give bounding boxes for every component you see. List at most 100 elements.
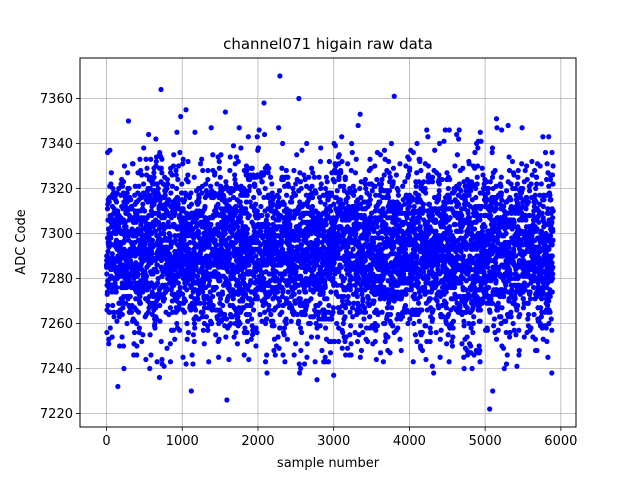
data-point bbox=[208, 125, 214, 131]
data-point bbox=[434, 298, 440, 304]
data-point bbox=[206, 282, 212, 288]
data-point bbox=[387, 311, 394, 318]
data-point bbox=[205, 176, 211, 183]
data-point bbox=[199, 264, 206, 270]
data-point bbox=[297, 365, 304, 372]
data-point bbox=[364, 237, 370, 243]
data-point bbox=[213, 284, 219, 291]
data-point bbox=[130, 161, 136, 167]
data-point bbox=[350, 246, 356, 252]
data-point bbox=[161, 215, 167, 221]
data-point bbox=[317, 158, 324, 165]
data-point bbox=[328, 208, 334, 214]
data-point bbox=[194, 273, 201, 279]
data-point bbox=[140, 332, 146, 338]
data-point bbox=[164, 345, 170, 351]
data-point bbox=[133, 296, 139, 302]
data-point bbox=[422, 284, 428, 291]
data-point bbox=[322, 284, 328, 291]
data-point bbox=[471, 314, 477, 320]
data-point bbox=[470, 329, 476, 336]
data-point bbox=[152, 320, 158, 327]
data-point bbox=[331, 179, 337, 185]
data-point bbox=[298, 329, 305, 336]
data-point bbox=[127, 271, 133, 277]
data-point bbox=[456, 181, 462, 187]
data-point bbox=[354, 293, 360, 300]
data-point bbox=[151, 174, 157, 180]
data-point bbox=[256, 127, 262, 133]
data-point bbox=[466, 192, 472, 198]
data-point bbox=[320, 289, 326, 295]
data-point bbox=[175, 176, 181, 183]
data-point bbox=[342, 174, 348, 180]
data-point bbox=[280, 287, 286, 293]
data-point bbox=[227, 154, 233, 160]
data-point bbox=[309, 183, 315, 189]
data-point bbox=[231, 334, 237, 340]
data-point bbox=[127, 293, 133, 300]
data-point bbox=[141, 192, 147, 198]
data-point bbox=[227, 255, 233, 261]
data-point bbox=[258, 228, 264, 234]
data-point bbox=[332, 143, 339, 149]
data-point bbox=[380, 359, 387, 365]
data-point bbox=[390, 323, 396, 329]
data-point bbox=[309, 203, 316, 210]
data-point bbox=[315, 334, 321, 340]
data-point bbox=[459, 341, 465, 347]
data-point bbox=[223, 334, 229, 340]
data-point bbox=[307, 320, 313, 327]
data-point bbox=[430, 316, 436, 322]
data-point bbox=[155, 185, 161, 192]
data-point bbox=[312, 359, 318, 365]
data-point bbox=[346, 300, 352, 306]
data-point bbox=[450, 318, 457, 324]
data-point bbox=[377, 350, 384, 356]
data-point bbox=[124, 320, 130, 327]
data-point bbox=[280, 352, 286, 358]
data-point bbox=[131, 329, 138, 336]
data-point bbox=[291, 352, 297, 358]
data-point bbox=[454, 152, 461, 158]
data-point bbox=[110, 302, 116, 309]
data-point bbox=[310, 194, 316, 201]
data-point bbox=[345, 194, 351, 201]
data-point bbox=[223, 179, 229, 185]
data-point bbox=[185, 329, 192, 336]
data-point bbox=[366, 201, 373, 207]
data-point bbox=[436, 188, 442, 194]
data-point bbox=[216, 165, 222, 171]
data-point bbox=[196, 194, 202, 201]
data-point bbox=[249, 332, 256, 338]
data-point bbox=[200, 167, 206, 174]
data-point bbox=[208, 183, 214, 189]
data-point bbox=[191, 273, 197, 279]
data-point bbox=[230, 143, 237, 149]
data-point bbox=[436, 140, 443, 147]
data-point bbox=[203, 188, 209, 194]
data-point bbox=[237, 215, 244, 221]
data-point bbox=[276, 298, 283, 304]
data-point bbox=[164, 176, 170, 183]
data-point bbox=[176, 327, 183, 333]
data-point bbox=[212, 237, 218, 243]
data-point bbox=[265, 170, 271, 176]
data-point bbox=[412, 332, 418, 338]
data-point bbox=[190, 332, 196, 338]
data-point bbox=[188, 201, 195, 207]
data-point bbox=[372, 338, 378, 345]
data-point bbox=[254, 329, 260, 336]
data-point bbox=[407, 316, 413, 322]
data-point bbox=[248, 316, 255, 322]
data-point bbox=[304, 302, 310, 309]
data-point bbox=[383, 221, 389, 228]
data-point bbox=[404, 215, 410, 221]
data-point bbox=[322, 278, 328, 284]
data-point bbox=[147, 332, 153, 338]
data-point bbox=[222, 311, 228, 318]
data-point bbox=[397, 336, 403, 342]
data-point bbox=[122, 237, 128, 243]
data-point bbox=[135, 271, 141, 277]
